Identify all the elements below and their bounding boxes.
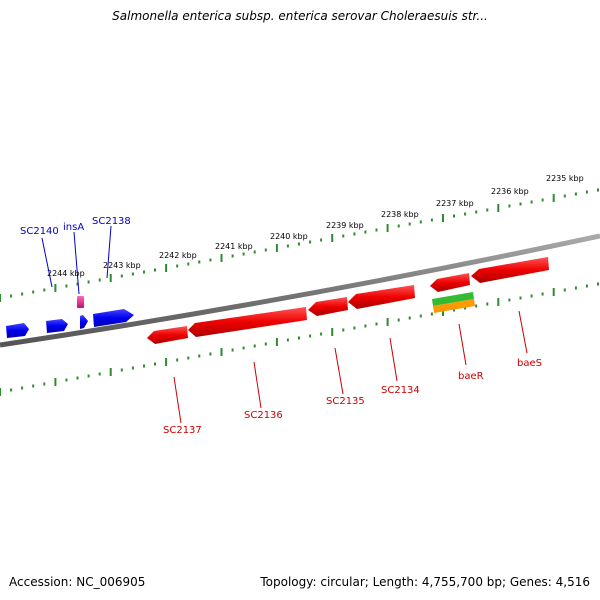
scale-label-2241: 2241 kbp — [215, 242, 253, 251]
gene-insertion-element[interactable] — [77, 296, 84, 308]
rna-feature-orange[interactable] — [433, 299, 475, 313]
gene-label-sc2137[interactable]: SC2137 — [163, 425, 202, 436]
inner-scale-ticks — [0, 282, 599, 396]
forward-genes — [6, 296, 134, 338]
gene-arrow-sc2138[interactable] — [93, 309, 134, 327]
genome-backbone — [0, 233, 600, 348]
scale-labels: 2235 kbp 2236 kbp 2237 kbp 2238 kbp 2239… — [47, 174, 584, 278]
gene-label-sc2134[interactable]: SC2134 — [381, 385, 420, 396]
scale-label-2237: 2237 kbp — [436, 199, 474, 208]
rna-feature-green[interactable] — [432, 292, 474, 306]
gene-label-insa[interactable]: insA — [63, 222, 84, 233]
genome-summary: Topology: circular; Length: 4,755,700 bp… — [260, 575, 590, 589]
gene-label-sc2140[interactable]: SC2140 — [20, 226, 59, 237]
reverse-genes — [147, 257, 549, 344]
gene-label-baer[interactable]: baeR — [458, 371, 484, 382]
scale-label-2239: 2239 kbp — [326, 221, 364, 230]
gene-arrow-baer[interactable] — [430, 273, 470, 292]
label-leaders — [41, 225, 528, 424]
gene-arrow-sc2136[interactable] — [188, 307, 307, 337]
gene-label-sc2136[interactable]: SC2136 — [244, 410, 283, 421]
gene-arrow-sc2140[interactable] — [6, 323, 29, 338]
gene-arrow-sc2135[interactable] — [308, 297, 348, 316]
accession-label: Accession: NC_006905 — [9, 575, 146, 589]
gene-label-sc2135[interactable]: SC2135 — [326, 396, 365, 407]
gene-labels: SC2140 insA SC2138 SC2137 SC2136 SC2135 … — [20, 216, 542, 436]
scale-label-2236: 2236 kbp — [491, 187, 529, 196]
gene-label-sc2138[interactable]: SC2138 — [92, 216, 131, 227]
scale-label-2240: 2240 kbp — [270, 232, 308, 241]
gene-arrow-baes[interactable] — [471, 257, 549, 283]
scale-label-2238: 2238 kbp — [381, 210, 419, 219]
gene-arrow-insa[interactable] — [80, 315, 88, 329]
scale-label-2242: 2242 kbp — [159, 251, 197, 260]
gene-arrow-sc2140b[interactable] — [46, 319, 68, 333]
map-title: Salmonella enterica subsp. enterica sero… — [112, 9, 488, 23]
outer-scale-ticks — [0, 188, 599, 302]
scale-label-2244: 2244 kbp — [47, 269, 85, 278]
scale-label-2243: 2243 kbp — [103, 261, 141, 270]
scale-label-2235: 2235 kbp — [546, 174, 584, 183]
gene-arrow-sc2137[interactable] — [147, 326, 188, 344]
gene-label-baes[interactable]: baeS — [517, 358, 542, 369]
gene-arrow-sc2134[interactable] — [348, 285, 415, 309]
